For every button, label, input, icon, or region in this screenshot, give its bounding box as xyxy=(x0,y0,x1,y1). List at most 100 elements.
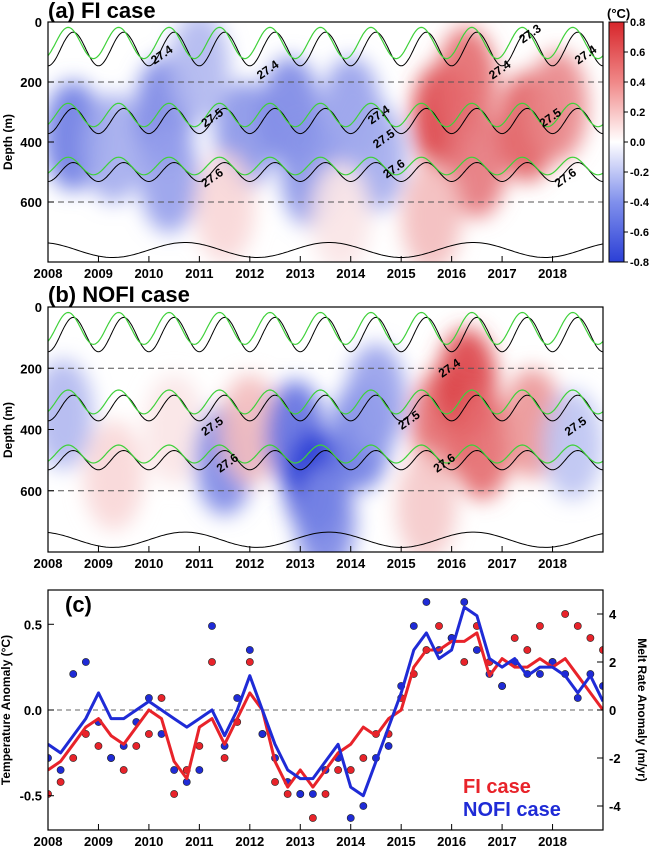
panel-a-contour-label: 27.3 xyxy=(516,21,543,46)
panel-b-ylabel: Depth (m) xyxy=(1,402,15,458)
melt-rate-point xyxy=(460,658,469,666)
melt-rate-point xyxy=(119,766,128,774)
colorbar-tick-label: -0.8 xyxy=(630,257,649,269)
melt-rate-point xyxy=(220,754,229,762)
panel-b: (b) NOFI case 27.427.5 27.5 27.527.6 27.6 2… xyxy=(1,282,604,571)
panel-c-y2tick-label: 0 xyxy=(609,703,616,718)
colorbar-unit: (°C) xyxy=(607,6,630,21)
panel-b-ytick-label: 600 xyxy=(20,484,42,499)
panel-c-xtick-label: 2014 xyxy=(336,834,366,849)
panel-b-isopycnal-black xyxy=(48,449,603,471)
panel-b-anomaly-blob xyxy=(451,389,512,500)
melt-rate-point xyxy=(258,730,267,738)
panel-a-isopycnal-black xyxy=(48,161,603,183)
colorbar-tick-label: 0.6 xyxy=(630,47,645,59)
panel-a-isopycnal-green xyxy=(48,102,603,128)
melt-rate-point xyxy=(81,658,90,666)
melt-rate-point xyxy=(56,778,65,786)
panel-a-xtick-label: 2015 xyxy=(387,266,416,281)
melt-rate-point xyxy=(384,742,393,750)
panel-b-isopycnal-green xyxy=(48,311,603,346)
temperature-series-line xyxy=(48,605,603,798)
panel-a-anomaly-blob xyxy=(139,123,200,233)
melt-rate-point xyxy=(245,658,254,666)
panel-a-anomaly-blob xyxy=(401,162,462,262)
panel-a-axes: 2008 2009 2010 2011 2012 2013 2014 2015 2016 2017… xyxy=(20,15,567,281)
melt-rate-point xyxy=(145,730,153,738)
melt-rate-point xyxy=(573,622,582,630)
melt-rate-point xyxy=(573,694,582,702)
melt-rate-point xyxy=(435,622,443,630)
panel-c-xtick-label: 2017 xyxy=(488,834,517,849)
melt-rate-point xyxy=(107,754,115,762)
melt-rate-point xyxy=(245,646,254,654)
panel-b-anomaly-blob xyxy=(48,359,94,470)
panel-a-isopycnal-green xyxy=(48,156,603,176)
colorbar-tick-label: 0.2 xyxy=(630,107,645,119)
melt-rate-point xyxy=(523,646,532,654)
melt-rate-point xyxy=(170,766,179,774)
panel-a-xtick-label: 2008 xyxy=(34,266,63,281)
melt-rate-point xyxy=(346,814,355,822)
melt-rate-point xyxy=(599,682,603,690)
panel-b-ytick-label: 400 xyxy=(20,423,42,438)
melt-rate-point xyxy=(334,766,343,774)
panel-c-ytick-label: 0.0 xyxy=(24,703,42,718)
panel-a-ytick-label: 0 xyxy=(35,15,42,30)
melt-rate-point xyxy=(94,742,103,750)
melt-rate-point xyxy=(208,658,216,666)
panel-c-xtick-label: 2018 xyxy=(538,834,567,849)
melt-rate-point xyxy=(498,682,506,690)
melt-rate-point xyxy=(170,790,179,798)
panel-c-xtick-label: 2015 xyxy=(387,834,416,849)
temperature-series-line xyxy=(48,631,603,789)
melt-rate-point xyxy=(536,622,544,630)
panel-a-xtick-label: 2014 xyxy=(336,266,366,281)
melt-rate-point xyxy=(472,646,481,654)
melt-rate-point xyxy=(599,646,603,654)
panel-b-anomaly-blob xyxy=(144,374,205,485)
panel-a-anomaly-field xyxy=(48,22,588,262)
legend-fi-case: FI case xyxy=(463,776,531,798)
panel-a-xtick-label: 2013 xyxy=(286,266,315,281)
panel-a-xtick-label: 2010 xyxy=(134,266,163,281)
panel-c-title: (c) xyxy=(65,592,92,617)
melt-rate-point xyxy=(157,694,166,702)
colorbar-tick-label: 0.4 xyxy=(630,77,646,89)
panel-a-ylabel: Depth (m) xyxy=(1,114,15,170)
panel-a: (a) FI case 27.327.427.427.427.427.427.5… xyxy=(1,0,604,281)
melt-rate-point xyxy=(69,754,78,762)
melt-rate-point xyxy=(409,622,418,630)
panel-c-xtick-label: 2013 xyxy=(286,834,315,849)
panel-b-title: (b) NOFI case xyxy=(48,282,190,307)
panel-b-isopycnal-green xyxy=(48,389,603,415)
panel-b-ytick-label: 0 xyxy=(35,300,42,315)
panel-a-isopycnal-deep xyxy=(48,242,603,258)
colorbar-tick-label: -0.4 xyxy=(630,197,650,209)
panel-c-xtick-label: 2012 xyxy=(235,834,264,849)
panel-a-ytick-label: 200 xyxy=(20,75,42,90)
panel-b-xtick-label: 2015 xyxy=(387,556,416,571)
melt-rate-point xyxy=(460,598,469,606)
legend-nofi-case: NOFI case xyxy=(463,799,561,821)
melt-rate-point xyxy=(422,598,431,606)
panel-a-ytick-label: 400 xyxy=(20,135,42,150)
panel-c-xtick-label: 2008 xyxy=(34,834,63,849)
melt-rate-point xyxy=(359,754,368,762)
melt-rate-point xyxy=(296,790,305,798)
melt-rate-point xyxy=(69,670,78,678)
panel-b-xtick-label: 2018 xyxy=(538,556,567,571)
panel-a-xtick-label: 2018 xyxy=(538,266,567,281)
panel-b-isopycnal-black xyxy=(48,316,603,353)
panel-c-xtick-label: 2016 xyxy=(437,834,466,849)
colorbar-tick-label: 0.8 xyxy=(630,17,645,29)
panel-c-xtick-label: 2011 xyxy=(185,834,213,849)
panel-a-anomaly-blob xyxy=(310,162,371,262)
panel-b-xtick-label: 2012 xyxy=(235,556,264,571)
panel-a-isopycnal-black xyxy=(48,107,603,135)
panel-b-isopycnal-green xyxy=(48,444,603,464)
panel-b-xtick-label: 2011 xyxy=(185,556,213,571)
panel-b-isopycnal-black xyxy=(48,394,603,422)
panel-a-ytick-label: 600 xyxy=(20,195,42,210)
colorbar-tick-label: 0.0 xyxy=(630,137,645,149)
